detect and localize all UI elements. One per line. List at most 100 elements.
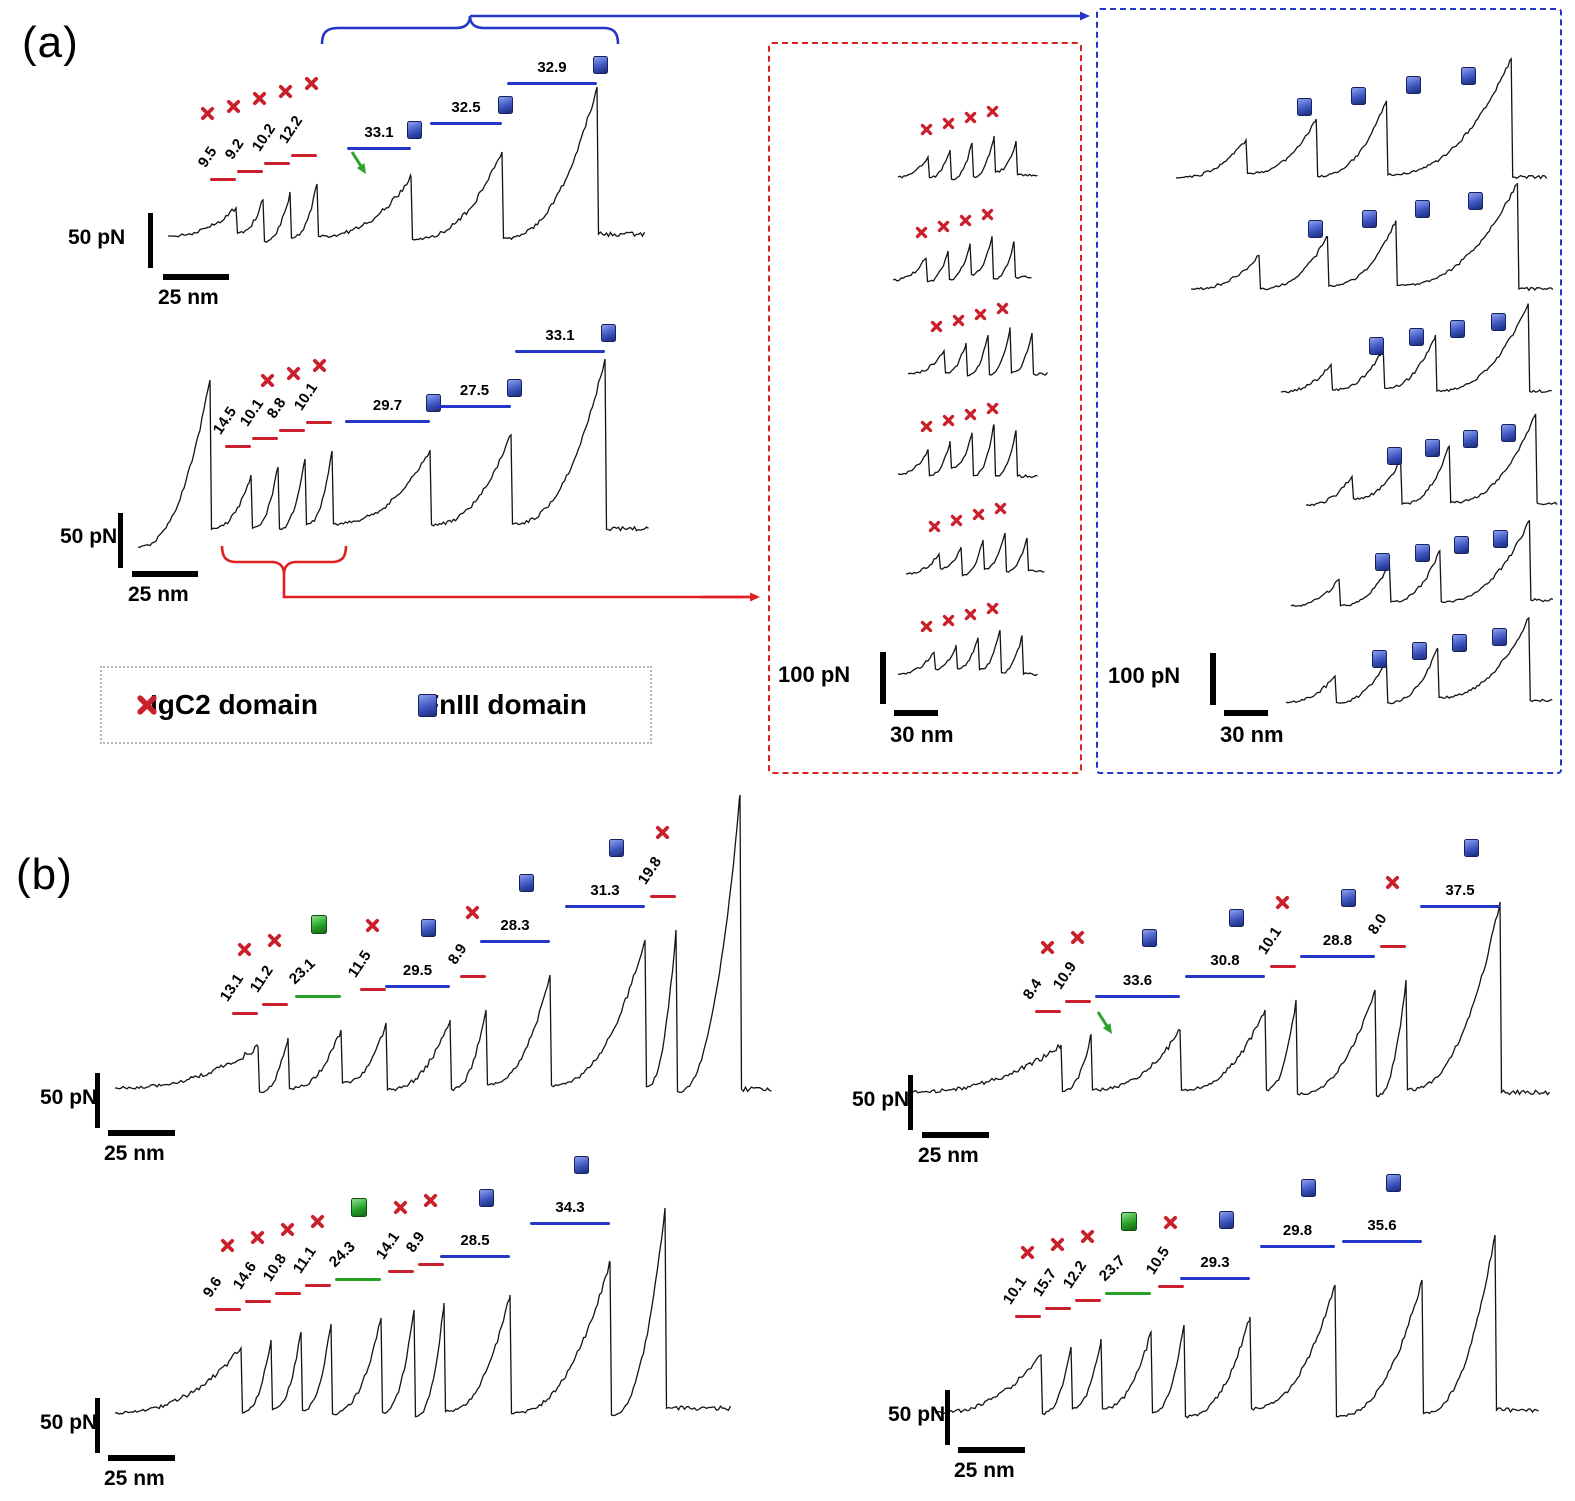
force-trace <box>1290 519 1554 607</box>
force-trace <box>909 901 1550 1098</box>
mini-force-curve-fniii <box>1273 303 1563 410</box>
increment-line <box>418 1263 444 1266</box>
igc2-marker-icon <box>252 91 267 106</box>
increment-value: 33.1 <box>545 327 575 344</box>
fniii-marker-icon <box>518 874 534 892</box>
increment-line <box>360 988 386 991</box>
force-trace <box>137 358 649 548</box>
fniii-marker-icon <box>1375 552 1391 571</box>
increment-line <box>530 1222 610 1225</box>
force-trace <box>1175 57 1548 180</box>
igc2-marker-icon <box>365 918 380 933</box>
fniii-marker-icon <box>1296 98 1312 116</box>
igc2-marker-icon <box>1080 1229 1095 1244</box>
igc2-marker-icon <box>423 1193 438 1208</box>
force-trace-svg <box>1305 413 1558 507</box>
igc2-marker-icon <box>920 620 933 633</box>
force-curve-b2: 8.4 10.9 33.6 30.8 10.1 28.8 8.0 37.5 50 pN 25 nm <box>850 839 1575 1200</box>
force-scale-label: 100 pN <box>778 662 851 687</box>
igc2-marker-icon <box>942 614 955 627</box>
increment-line <box>232 1012 258 1015</box>
panel-a-label: (a) <box>22 18 79 67</box>
increment-value: 35.6 <box>1367 1217 1397 1234</box>
igc2-marker-icon <box>312 358 327 373</box>
igc2-marker-icon <box>280 1222 295 1237</box>
force-curve-a1: 9.5 9.2 10.2 12.2 33.1 32.5 32.9 50 pN 25 nm <box>60 50 680 320</box>
igc2-marker-icon <box>1050 1237 1065 1252</box>
igc2-marker-icon <box>986 105 999 118</box>
fniii-marker-icon <box>1500 423 1516 442</box>
fniii-marker-icon <box>1460 67 1476 86</box>
force-trace-svg <box>892 236 1032 283</box>
fniii-marker-icon <box>1372 650 1388 668</box>
igc2-marker-icon <box>986 402 999 415</box>
increment-line <box>515 350 605 353</box>
igc2-marker-icon <box>986 602 999 615</box>
force-trace-svg <box>1190 182 1554 292</box>
distance-scale-bar <box>163 274 229 280</box>
distance-scale-label: 25 nm <box>104 1142 165 1165</box>
force-trace <box>897 135 1038 181</box>
force-scale-label: 50 pN <box>40 1411 98 1434</box>
increment-line <box>252 437 278 440</box>
increment-line <box>430 122 502 125</box>
force-trace <box>897 629 1038 677</box>
mini-force-curve-fniii <box>1183 182 1563 307</box>
igc2-marker-icon <box>920 420 933 433</box>
force-trace-svg <box>905 532 1045 577</box>
force-scale-bar <box>148 213 153 268</box>
increment-line <box>225 445 251 448</box>
increment-line <box>291 154 317 157</box>
igc2-marker-icon <box>278 84 293 98</box>
fniii-marker-icon <box>593 56 608 74</box>
force-trace-svg <box>897 424 1038 479</box>
increment-line <box>1015 1315 1041 1318</box>
fniii-marker-icon <box>1218 1211 1234 1229</box>
distance-scale-label: 25 nm <box>954 1459 1015 1482</box>
increment-value: 29.7 <box>372 397 403 414</box>
force-trace <box>907 327 1049 377</box>
legend: IgC2 domain FnIII domain <box>100 666 652 744</box>
increment-value: 29.8 <box>1282 1222 1313 1239</box>
igc2-marker-icon <box>286 366 301 380</box>
fniii-marker-icon <box>1368 336 1384 355</box>
force-trace <box>892 236 1032 283</box>
fniii-marker-icon <box>426 394 441 412</box>
legend-fniii-label: FnIII domain <box>422 689 587 720</box>
fniii-marker-icon <box>601 324 616 342</box>
mini-force-curve-igc2 <box>890 99 1048 194</box>
force-trace-svg <box>909 901 1550 1098</box>
increment-line <box>1185 975 1265 978</box>
distance-scale-label: 30 nm <box>1220 722 1284 747</box>
increment-value: 33.6 <box>1122 972 1153 989</box>
fniii-marker-icon <box>1409 328 1425 347</box>
mini-force-curve-fniii <box>1283 519 1563 624</box>
mini-force-curve-fniii <box>1168 56 1558 196</box>
increment-line <box>385 985 450 988</box>
fniii-marker-icon <box>1491 628 1507 646</box>
igc2-marker-icon <box>655 825 670 840</box>
force-scale-label: 50 pN <box>60 525 118 548</box>
panel-b-label: (b) <box>16 850 73 899</box>
fniii-brace <box>320 15 620 45</box>
igc2-marker-icon <box>994 502 1007 515</box>
force-scale-label: 50 pN <box>852 1088 910 1111</box>
igc2-marker-icon <box>972 508 985 521</box>
igc2-marker-icon <box>964 111 977 124</box>
igc2-marker-icon <box>942 117 955 130</box>
distance-scale-bar <box>108 1455 175 1461</box>
distance-scale-label: 25 nm <box>104 1467 165 1490</box>
igc2-group-box: 100 pN 30 nm <box>768 42 1082 774</box>
igc2-marker-icon <box>920 123 933 136</box>
fniii-marker-icon <box>574 1156 589 1174</box>
increment-line <box>1158 1285 1184 1288</box>
force-scale-bar <box>95 1398 100 1453</box>
increment-line <box>279 429 305 432</box>
igc2-marker-icon <box>950 514 963 527</box>
fniii-marker-icon <box>1387 447 1403 466</box>
force-trace-svg <box>897 135 1038 181</box>
increment-line <box>262 1003 288 1006</box>
mini-force-curve-igc2 <box>885 202 1043 297</box>
fniii-arrow <box>1080 11 1090 21</box>
